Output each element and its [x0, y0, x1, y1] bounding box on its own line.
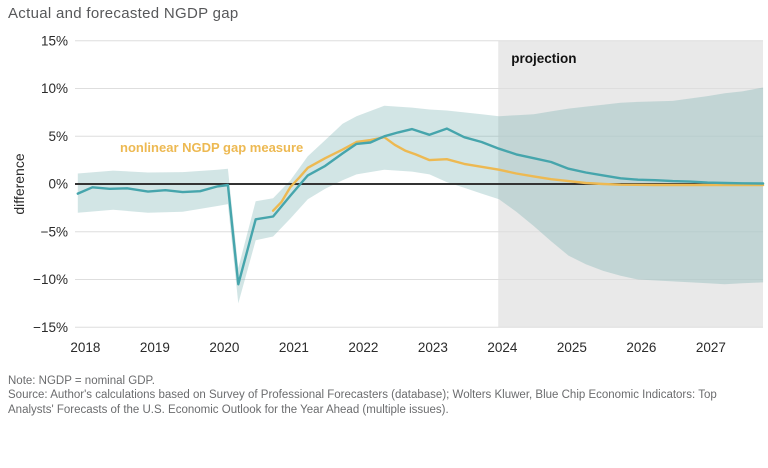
ngdp-gap-chart: 15% 10% 5% 0% −5% −10% −15%2018 2019 2020 2021 202…	[11, 33, 765, 355]
y-tick-label: −10%	[33, 272, 68, 287]
x-tick-label: 2018	[70, 340, 100, 355]
nonlinear-line	[271, 135, 765, 212]
x-tick-label: 2020	[209, 340, 239, 355]
x-tick-label: 2021	[279, 340, 309, 355]
y-tick-label: 0%	[48, 177, 68, 192]
y-axis-label: difference	[11, 153, 27, 214]
notes: Note: NGDP = nominal GDP. Source: Author…	[8, 374, 750, 417]
y-tick-label: 5%	[48, 129, 68, 144]
projection-label: projection	[511, 51, 576, 66]
y-tick-label: 15%	[41, 33, 68, 48]
note-line: Note: NGDP = nominal GDP.	[8, 375, 155, 387]
nonlinear-series-label: nonlinear NGDP gap measure	[120, 140, 303, 155]
source-line: Source: Author's calculations based on S…	[8, 389, 717, 416]
chart-title: Actual and forecasted NGDP gap	[8, 5, 239, 22]
y-tick-label: −5%	[41, 224, 68, 239]
x-tick-label: 2019	[140, 340, 170, 355]
actual-line	[76, 127, 765, 286]
x-tick-label: 2024	[487, 340, 518, 355]
x-tick-label: 2025	[557, 340, 587, 355]
y-tick-label: 10%	[41, 81, 68, 96]
x-tick-label: 2022	[348, 340, 378, 355]
x-tick-label: 2027	[696, 340, 726, 355]
x-tick-label: 2023	[418, 340, 448, 355]
y-tick-label: −15%	[33, 320, 68, 335]
x-tick-label: 2026	[626, 340, 656, 355]
confidence-band	[77, 87, 764, 304]
